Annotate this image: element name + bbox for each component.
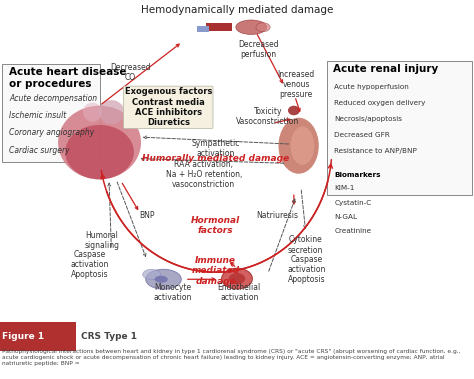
- Ellipse shape: [279, 118, 319, 174]
- Text: Endothelial
activation: Endothelial activation: [218, 283, 261, 302]
- Text: Cystatin-C: Cystatin-C: [334, 199, 372, 205]
- Text: Ischemic insult: Ischemic insult: [9, 111, 67, 120]
- FancyArrow shape: [206, 23, 232, 31]
- Text: Cardiac surgery: Cardiac surgery: [9, 146, 70, 155]
- Text: Exogenous factors
Contrast media
ACE inhibitors
Diuretics: Exogenous factors Contrast media ACE inh…: [125, 87, 212, 127]
- Text: Cytokine
secretion: Cytokine secretion: [288, 235, 323, 255]
- Text: Hemodynamically mediated damage: Hemodynamically mediated damage: [141, 5, 333, 15]
- Text: Natriuresis: Natriuresis: [256, 211, 298, 220]
- Text: Humoral
signaling: Humoral signaling: [84, 231, 119, 251]
- Text: Creatinine: Creatinine: [334, 228, 371, 234]
- Ellipse shape: [58, 106, 141, 179]
- Text: Monocyte
activation: Monocyte activation: [154, 283, 192, 302]
- Text: KIM-1: KIM-1: [334, 185, 355, 191]
- FancyBboxPatch shape: [171, 117, 201, 124]
- Text: Resistance to ANP/BNP: Resistance to ANP/BNP: [334, 148, 417, 154]
- Ellipse shape: [65, 125, 134, 179]
- Ellipse shape: [236, 20, 266, 34]
- Text: Necrosis/apoptosis: Necrosis/apoptosis: [334, 116, 402, 122]
- Ellipse shape: [288, 106, 300, 115]
- Text: Acute renal injury: Acute renal injury: [333, 64, 438, 74]
- FancyBboxPatch shape: [2, 64, 100, 162]
- Text: Acute heart disease
or procedures: Acute heart disease or procedures: [9, 67, 126, 89]
- Text: Caspase
activation
Apoptosis: Caspase activation Apoptosis: [288, 255, 326, 284]
- Text: Caspase
activation
Apoptosis: Caspase activation Apoptosis: [71, 250, 109, 279]
- Text: Pathophysiological interactions between heart and kidney in type 1 cardiorenal s: Pathophysiological interactions between …: [2, 349, 461, 366]
- Text: Coronary angiography: Coronary angiography: [9, 128, 95, 138]
- FancyBboxPatch shape: [162, 92, 183, 115]
- Text: Decreased
CO: Decreased CO: [110, 63, 151, 81]
- Ellipse shape: [256, 23, 270, 32]
- Ellipse shape: [291, 127, 314, 165]
- Text: Decreased GFR: Decreased GFR: [334, 132, 390, 138]
- FancyArrow shape: [197, 26, 209, 32]
- Text: N-GAL: N-GAL: [334, 214, 357, 220]
- Ellipse shape: [221, 268, 252, 289]
- Text: Figure 1: Figure 1: [2, 332, 45, 341]
- Text: Humorally mediated damage: Humorally mediated damage: [142, 154, 289, 163]
- Text: Toxicity
Vasoconstriction: Toxicity Vasoconstriction: [236, 107, 300, 127]
- Text: Decreased
perfusion: Decreased perfusion: [238, 40, 279, 59]
- Text: BNP: BNP: [139, 211, 155, 220]
- Ellipse shape: [146, 269, 181, 289]
- Text: Immune
mediated
damage: Immune mediated damage: [191, 256, 240, 285]
- FancyBboxPatch shape: [167, 87, 177, 93]
- Text: Hormonal
factors: Hormonal factors: [191, 216, 240, 235]
- FancyBboxPatch shape: [327, 61, 472, 195]
- Text: Sympathetic
activation: Sympathetic activation: [191, 139, 240, 158]
- Text: CRS Type 1: CRS Type 1: [81, 332, 137, 341]
- Text: RAA activation,
Na + H₂O retention,
vasoconstriction: RAA activation, Na + H₂O retention, vaso…: [165, 160, 242, 189]
- Text: Acute decompensation: Acute decompensation: [9, 94, 98, 103]
- Text: Reduced oxygen delivery: Reduced oxygen delivery: [334, 100, 426, 106]
- Ellipse shape: [155, 276, 168, 283]
- Ellipse shape: [83, 102, 102, 122]
- Ellipse shape: [228, 273, 246, 284]
- Text: Acute hypoperfusion: Acute hypoperfusion: [334, 84, 409, 90]
- Ellipse shape: [143, 269, 161, 280]
- Ellipse shape: [99, 100, 124, 124]
- Text: Increased
venous
pressure: Increased venous pressure: [278, 70, 315, 99]
- Text: Biomarkers: Biomarkers: [334, 172, 381, 178]
- FancyBboxPatch shape: [0, 322, 76, 351]
